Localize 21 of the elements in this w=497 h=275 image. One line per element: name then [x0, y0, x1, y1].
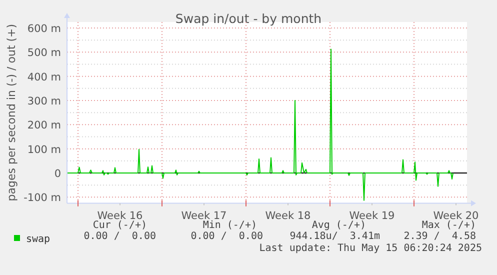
text: Min (-/+)	[202, 220, 257, 231]
text: Max (-/+)	[422, 220, 476, 231]
y-tick-label: 400 m	[27, 71, 61, 84]
y-tick-label: -100 m	[24, 192, 61, 204]
y-tick-label: 200 m	[27, 120, 61, 132]
text: Last update: Thu May 15 06:20:24 2025	[259, 243, 482, 254]
y-tick-label: 0	[54, 168, 61, 180]
text: Cur (-/+)	[92, 220, 147, 231]
y-axis-title: pages per second in (-) / out (+)	[5, 24, 18, 202]
x-tick-label: Week 18	[265, 210, 311, 222]
legend-label: swap	[26, 234, 50, 245]
text: Avg (-/+)	[312, 220, 366, 231]
y-tick-label: 100 m	[27, 144, 61, 156]
chart-title: Swap in/out - by month	[175, 11, 322, 26]
text: 2.39 / 4.58	[404, 231, 476, 242]
y-tick-label: 500 m	[27, 47, 61, 60]
y-tick-label: 600 m	[27, 23, 61, 35]
text: 0.00 / 0.00	[190, 231, 263, 242]
text: 0.00 / 0.00	[84, 231, 156, 242]
text: 944.18u/ 3.41m	[290, 231, 380, 242]
y-tick-label: 300 m	[27, 96, 61, 108]
